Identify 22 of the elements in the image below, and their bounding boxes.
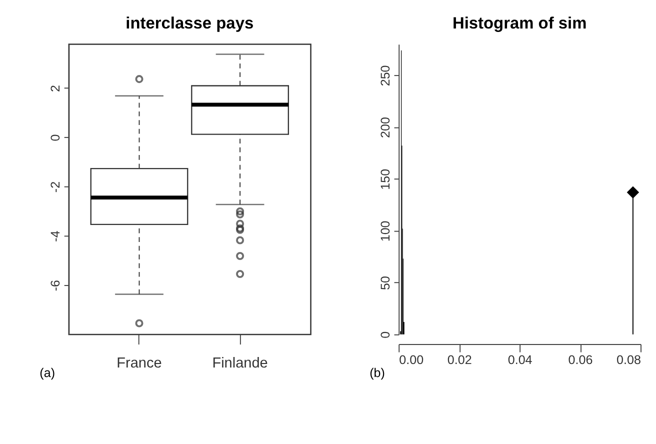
y-tick-label: 0 xyxy=(48,134,63,142)
x-tick-label: 0.00 xyxy=(399,352,424,367)
chart-title: Histogram of sim xyxy=(452,14,587,33)
y-tick-label: 100 xyxy=(378,220,392,242)
text: (b) xyxy=(370,366,385,380)
x-tick-label: Finlande xyxy=(212,356,268,372)
x-tick-label: France xyxy=(116,356,162,372)
y-tick-label: 250 xyxy=(378,65,392,86)
text: (a) xyxy=(40,366,56,380)
x-tick-label: 0.08 xyxy=(616,352,642,367)
x-tick-label: 0.04 xyxy=(508,352,532,367)
y-tick-label: -4 xyxy=(48,230,63,242)
y-tick-label: -6 xyxy=(48,280,63,292)
y-tick-label: -2 xyxy=(48,181,63,193)
x-tick-label: 0.06 xyxy=(568,352,593,367)
y-tick-label: 50 xyxy=(378,276,392,290)
y-tick-label: 150 xyxy=(378,168,392,190)
y-tick-label: 0 xyxy=(378,331,392,338)
chart-title: interclasse pays xyxy=(126,14,254,33)
y-tick-label: 2 xyxy=(48,84,63,92)
y-tick-label: 200 xyxy=(378,117,392,138)
x-tick-label: 0.02 xyxy=(447,352,472,367)
